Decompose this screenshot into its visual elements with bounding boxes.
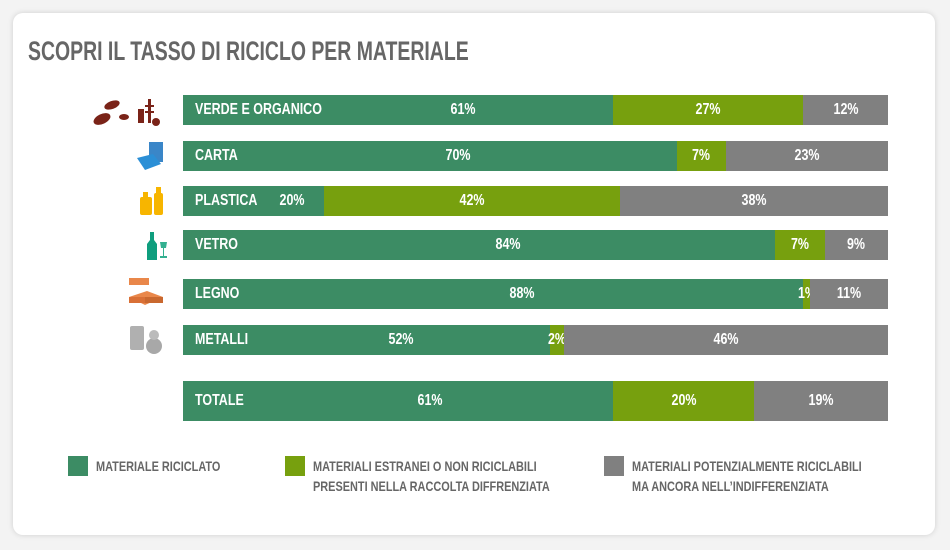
bar-segment: 42% bbox=[324, 186, 621, 216]
glass-icon bbox=[147, 232, 167, 260]
bar-segment: 88% bbox=[183, 279, 804, 309]
legend-label: MATERIALE RICICLATO bbox=[96, 458, 221, 474]
data-label: 84% bbox=[495, 236, 521, 253]
legend-label: MATERIALI POTENZIALMENTE RICICLABILI bbox=[632, 458, 862, 474]
bar-row: 84% 7% 9% VETRO bbox=[183, 230, 888, 260]
category-label: VERDE E ORGANICO bbox=[195, 101, 322, 118]
legend-item-estranei: MATERIALI ESTRANEI O NON RICICLABILI PRES… bbox=[285, 456, 617, 496]
data-label: 19% bbox=[808, 392, 834, 409]
wood-icon bbox=[129, 278, 163, 305]
data-label: 12% bbox=[833, 101, 859, 118]
legend-label: PRESENTI NELLA RACCOLTA DIFFRENZIATA bbox=[313, 478, 550, 494]
bar-segment: 19% bbox=[754, 381, 888, 421]
bar-segment: 23% bbox=[725, 141, 888, 171]
chart-title: SCOPRI IL TASSO DI RICICLO PER MATERIALE bbox=[28, 36, 469, 66]
category-label: PLASTICA bbox=[195, 192, 258, 209]
bar-row: 88% 1% 11% LEGNO bbox=[183, 279, 888, 309]
plastic-icon bbox=[140, 187, 163, 215]
organic-waste-icon bbox=[93, 99, 160, 126]
bar-segment: 52% bbox=[183, 325, 550, 355]
paper-icon bbox=[137, 142, 163, 170]
data-label: 61% bbox=[417, 392, 443, 409]
data-label: 46% bbox=[713, 331, 739, 348]
bar-segment: 12% bbox=[803, 95, 888, 125]
bar-segment: 61% bbox=[183, 95, 614, 125]
data-label: 61% bbox=[450, 101, 476, 118]
legend-swatch bbox=[68, 456, 88, 476]
data-label: 88% bbox=[509, 285, 535, 302]
bar-segment: 2% bbox=[547, 325, 566, 355]
category-label: TOTALE bbox=[195, 392, 244, 409]
bar-segment: 20% bbox=[183, 186, 324, 216]
data-label: 7% bbox=[790, 236, 809, 253]
legend-swatch bbox=[604, 456, 624, 476]
bar-row: 20% 42% 38% PLASTICA bbox=[183, 186, 888, 216]
bar-segment: 20% bbox=[613, 381, 755, 421]
bar-segment: 27% bbox=[613, 95, 804, 125]
bar-segment: 70% bbox=[183, 141, 677, 171]
legend-item-indifferenziata: MATERIALI POTENZIALMENTE RICICLABILI MA A… bbox=[604, 456, 927, 496]
data-label: 11% bbox=[837, 285, 862, 302]
bar-segment: 1% bbox=[798, 279, 816, 309]
data-label: 9% bbox=[847, 236, 866, 253]
data-label: 42% bbox=[459, 192, 485, 209]
data-label: 27% bbox=[695, 101, 721, 118]
category-label: CARTA bbox=[195, 147, 238, 164]
data-label: 38% bbox=[741, 192, 767, 209]
data-label: 70% bbox=[445, 147, 471, 164]
bar-segment: 38% bbox=[620, 186, 888, 216]
data-label: 52% bbox=[388, 331, 414, 348]
data-label: 2% bbox=[547, 331, 566, 348]
data-label: 20% bbox=[279, 192, 305, 209]
legend-swatch bbox=[285, 456, 305, 476]
bar-segment: 46% bbox=[563, 325, 888, 355]
bar-segment: 61% bbox=[183, 381, 614, 421]
bar-row: 70% 7% 23% CARTA bbox=[183, 141, 888, 171]
data-label: 7% bbox=[692, 147, 711, 164]
bar-segment: 84% bbox=[183, 230, 776, 260]
category-label: VETRO bbox=[195, 236, 238, 253]
metal-icon bbox=[130, 326, 162, 354]
category-label: METALLI bbox=[195, 331, 249, 348]
bar-segment: 7% bbox=[676, 141, 726, 171]
data-label: 20% bbox=[671, 392, 697, 409]
data-label: 23% bbox=[794, 147, 820, 164]
bar-row: 61% 20% 19% TOTALE bbox=[183, 381, 888, 421]
legend-label: MA ANCORA NELL’INDIFFERENZIATA bbox=[632, 478, 829, 494]
bar-segment: 7% bbox=[775, 230, 825, 260]
legend-item-riciclato: MATERIALE RICICLATO bbox=[68, 456, 255, 476]
bar-segment: 9% bbox=[824, 230, 888, 260]
bar-row: 52% 2% 46% METALLI bbox=[183, 325, 888, 355]
legend-label: MATERIALI ESTRANEI O NON RICICLABILI bbox=[313, 458, 537, 474]
bar-row: 61% 27% 12% VERDE E ORGANICO bbox=[183, 95, 888, 125]
category-label: LEGNO bbox=[195, 285, 240, 302]
bar-segment: 11% bbox=[810, 279, 888, 309]
